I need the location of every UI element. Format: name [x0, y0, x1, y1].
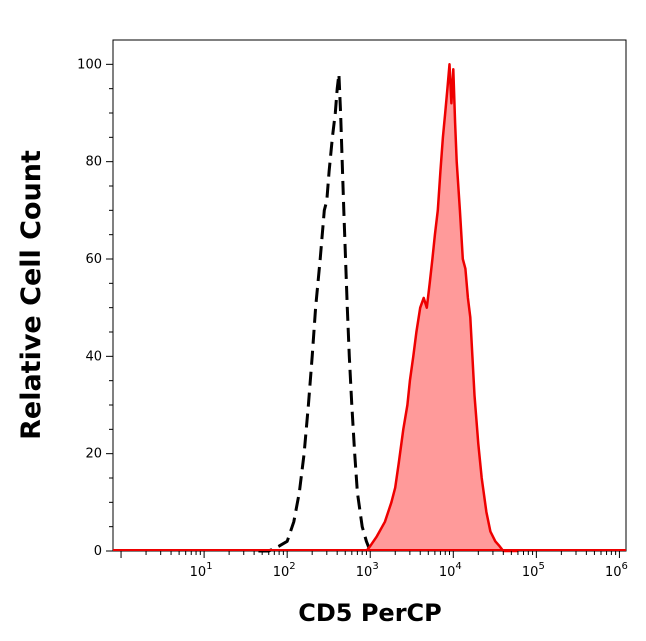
x-axis: 101 102 103 104 105 106 [120, 551, 628, 580]
series-layer [113, 63, 626, 553]
x-tick-label: 103 [356, 561, 379, 580]
x-tick-label: 101 [190, 561, 213, 580]
y-axis-title: Relative Cell Count [16, 150, 47, 440]
x-tick-label: 106 [605, 561, 628, 580]
x-tick-label: 105 [522, 561, 545, 580]
x-tick-label: 102 [273, 561, 296, 580]
series-1-line [365, 63, 518, 553]
series-0-line [258, 72, 372, 553]
y-axis: 0 20 40 60 80 100 [77, 57, 113, 559]
y-tick-label: 100 [77, 57, 102, 72]
x-axis-title: CD5 PerCP [298, 599, 442, 627]
y-tick-label: 40 [85, 349, 102, 364]
y-tick-label: 80 [85, 155, 102, 170]
y-tick-label: 0 [94, 544, 102, 559]
y-tick-label: 20 [85, 447, 102, 462]
y-tick-label: 60 [85, 252, 102, 267]
x-tick-label: 104 [439, 561, 462, 580]
plot-frame [112, 39, 627, 552]
